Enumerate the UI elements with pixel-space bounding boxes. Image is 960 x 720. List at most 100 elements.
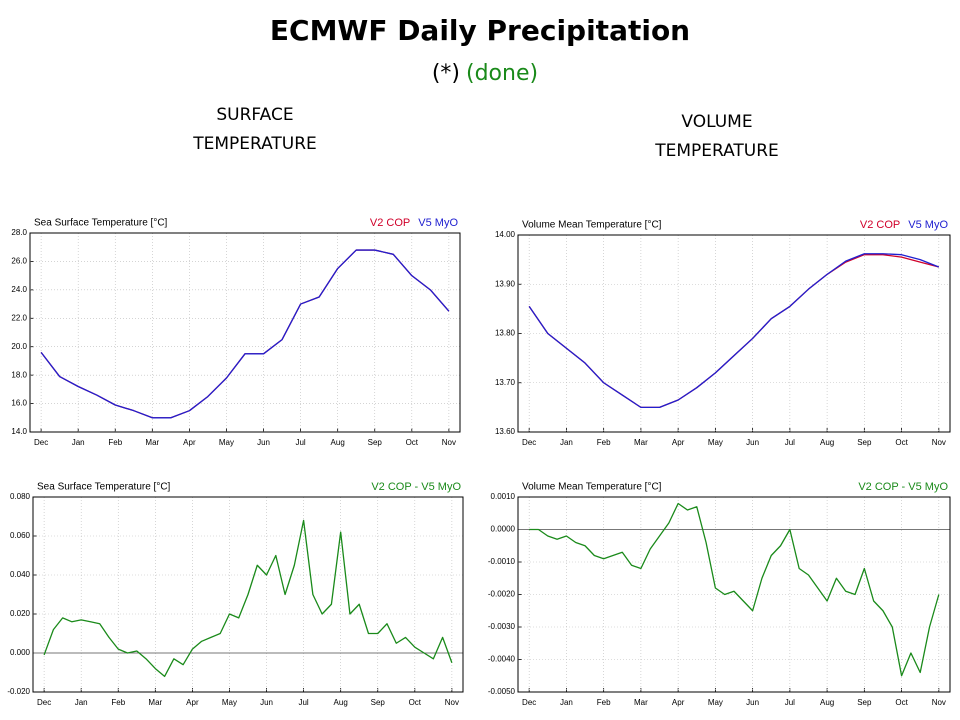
x-tick-label: Nov xyxy=(445,698,459,707)
y-tick-label: 28.0 xyxy=(11,228,27,237)
x-tick-label: Jul xyxy=(295,438,305,447)
x-tick-label: Dec xyxy=(522,438,536,447)
x-tick-label: Sep xyxy=(368,438,383,447)
x-tick-label: Jun xyxy=(746,438,759,447)
y-tick-label: 0.060 xyxy=(10,531,31,540)
plot-frame xyxy=(29,232,461,433)
subtitle-mark: (*) xyxy=(432,61,460,86)
x-tick-label: Mar xyxy=(634,438,648,447)
plot-frame xyxy=(517,234,951,433)
x-tick-label: Dec xyxy=(522,698,536,707)
x-tick-label: Aug xyxy=(820,438,834,447)
y-tick-label: 0.000 xyxy=(10,648,31,657)
y-tick-label: -0.0020 xyxy=(488,590,516,599)
y-tick-label: -0.0050 xyxy=(488,687,516,696)
series-line xyxy=(40,249,450,419)
x-tick-label: Feb xyxy=(597,698,611,707)
x-tick-label: Sep xyxy=(371,698,386,707)
subtitle-status: (done) xyxy=(466,61,538,86)
x-tick-label: Oct xyxy=(406,438,419,447)
x-tick-label: Aug xyxy=(334,698,348,707)
x-tick-label: Apr xyxy=(186,698,199,707)
y-tick-label: 0.0000 xyxy=(491,525,516,534)
x-tick-label: Apr xyxy=(672,438,685,447)
y-tick-label: 14.00 xyxy=(495,230,516,239)
panel-title: Volume Mean Temperature [°C] xyxy=(522,220,662,231)
y-tick-label: 22.0 xyxy=(11,313,27,322)
y-tick-label: 13.80 xyxy=(495,329,516,338)
legend-entry: V5 MyO xyxy=(908,219,948,231)
y-tick-label: 0.020 xyxy=(10,609,31,618)
y-tick-label: -0.0040 xyxy=(488,655,516,664)
right-heading: VOLUME TEMPERATURE xyxy=(654,112,779,161)
panel-title: Sea Surface Temperature [°C] xyxy=(37,482,171,493)
x-tick-label: May xyxy=(219,438,234,447)
x-tick-label: Nov xyxy=(932,438,946,447)
x-tick-label: Nov xyxy=(932,698,946,707)
x-tick-label: Jun xyxy=(257,438,270,447)
legend-entry: V2 COP - V5 MyO xyxy=(858,481,948,493)
y-tick-label: 14.0 xyxy=(11,427,27,436)
y-tick-label: 13.90 xyxy=(495,279,516,288)
x-tick-label: Aug xyxy=(331,438,345,447)
x-tick-label: Aug xyxy=(820,698,834,707)
x-tick-label: Jan xyxy=(75,698,88,707)
x-tick-label: Jul xyxy=(785,698,795,707)
series-line xyxy=(528,254,939,409)
x-tick-label: Jul xyxy=(785,438,795,447)
x-tick-label: Oct xyxy=(895,698,908,707)
y-tick-label: 13.60 xyxy=(495,427,516,436)
x-tick-label: Apr xyxy=(672,698,685,707)
x-tick-label: May xyxy=(708,438,723,447)
series-line xyxy=(43,519,453,678)
y-tick-label: 18.0 xyxy=(11,370,27,379)
x-tick-label: Jan xyxy=(560,438,573,447)
legend-entry: V2 COP xyxy=(860,219,900,231)
x-tick-label: May xyxy=(222,698,237,707)
series-line xyxy=(528,253,940,409)
y-tick-label: 20.0 xyxy=(11,342,27,351)
y-tick-label: 13.70 xyxy=(495,378,516,387)
x-tick-label: Feb xyxy=(111,698,125,707)
y-tick-label: 26.0 xyxy=(11,257,27,266)
x-tick-label: May xyxy=(708,698,723,707)
y-tick-label: 16.0 xyxy=(11,399,27,408)
x-tick-label: Sep xyxy=(857,438,872,447)
panel-title: Sea Surface Temperature [°C] xyxy=(34,218,168,229)
slide-title: ECMWF Daily Precipitation xyxy=(270,14,690,47)
left-heading: SURFACE TEMPERATURE xyxy=(192,105,317,154)
legend-entry: V2 COP xyxy=(370,217,410,229)
panel-title: Volume Mean Temperature [°C] xyxy=(522,482,662,493)
y-tick-label: 0.040 xyxy=(10,570,31,579)
x-tick-label: Mar xyxy=(145,438,159,447)
x-tick-label: Feb xyxy=(597,438,611,447)
x-tick-label: Dec xyxy=(34,438,48,447)
legend-entry: V5 MyO xyxy=(418,217,458,229)
y-tick-label: -0.0030 xyxy=(488,622,516,631)
x-tick-label: Mar xyxy=(148,698,162,707)
y-tick-label: -0.0010 xyxy=(488,557,516,566)
x-tick-label: Dec xyxy=(37,698,51,707)
series-line xyxy=(40,249,450,419)
plot-frame xyxy=(32,496,464,693)
x-tick-label: Feb xyxy=(108,438,122,447)
x-tick-label: Jun xyxy=(260,698,273,707)
y-tick-label: 0.0010 xyxy=(491,492,516,501)
x-tick-label: Jan xyxy=(560,698,573,707)
x-tick-label: Jul xyxy=(298,698,308,707)
plot-frame xyxy=(517,496,951,693)
y-tick-label: 24.0 xyxy=(11,285,27,294)
x-tick-label: Mar xyxy=(634,698,648,707)
y-tick-label: -0.020 xyxy=(7,687,30,696)
x-tick-label: Sep xyxy=(857,698,872,707)
x-tick-label: Nov xyxy=(442,438,456,447)
x-tick-label: Jun xyxy=(746,698,759,707)
x-tick-label: Oct xyxy=(895,438,908,447)
x-tick-label: Apr xyxy=(183,438,196,447)
series-line xyxy=(529,502,940,677)
legend-entry: V2 COP - V5 MyO xyxy=(371,481,461,493)
x-tick-label: Jan xyxy=(72,438,85,447)
y-tick-label: 0.080 xyxy=(10,492,31,501)
x-tick-label: Oct xyxy=(409,698,422,707)
